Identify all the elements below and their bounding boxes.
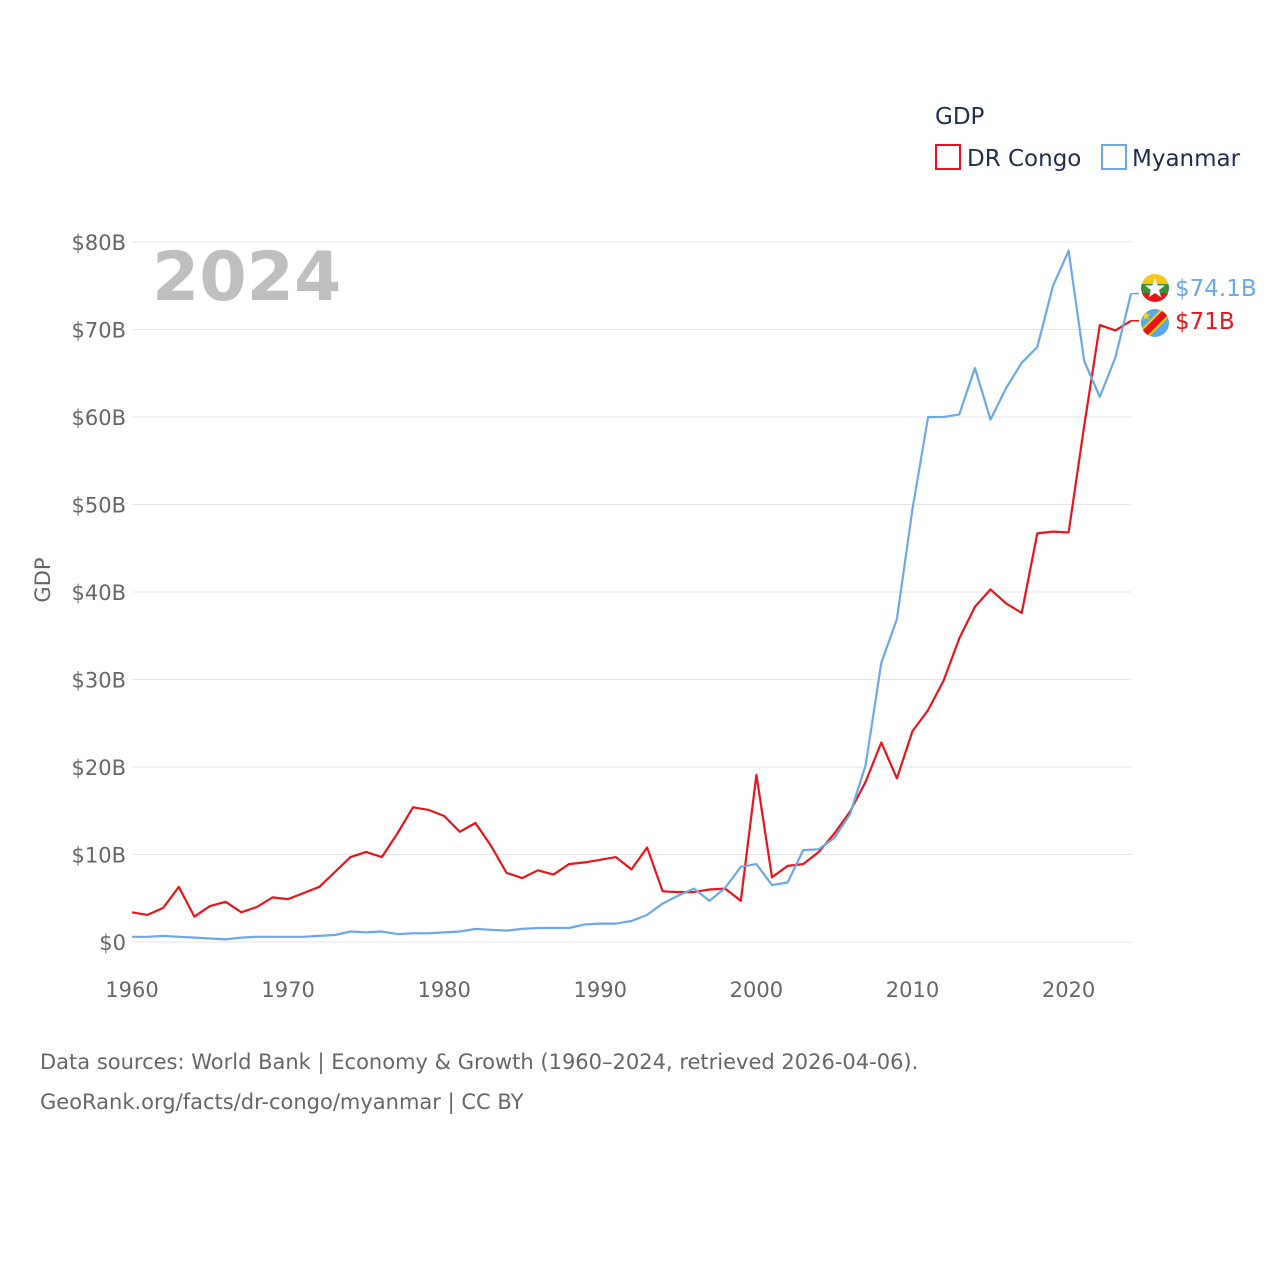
- footer-sources: Data sources: World Bank | Economy & Gro…: [40, 1050, 919, 1074]
- x-tick-label: 2020: [1042, 978, 1095, 1002]
- x-tick-label: 2010: [886, 978, 939, 1002]
- legend-swatch-myanmar: [1101, 144, 1127, 170]
- x-tick-label: 2000: [730, 978, 783, 1002]
- myanmar-flag-icon: [1141, 274, 1169, 302]
- x-tick-label: 1970: [261, 978, 314, 1002]
- gridlines: [132, 241, 1131, 943]
- series-line-myanmar[interactable]: [132, 249, 1133, 941]
- footer-attribution[interactable]: GeoRank.org/facts/dr-congo/myanmar | CC …: [40, 1090, 524, 1114]
- myanmar-end-value: $74.1B: [1175, 276, 1257, 302]
- y-tick-label: $20B: [72, 756, 127, 780]
- dr-congo-end-value: $71B: [1175, 309, 1235, 335]
- y-tick-label: $0: [99, 931, 126, 955]
- y-tick-label: $10B: [72, 844, 127, 868]
- legend-label-dr-congo[interactable]: DR Congo: [967, 146, 1081, 172]
- y-tick-label: $50B: [72, 494, 127, 518]
- y-tick-label: $70B: [72, 319, 127, 343]
- series-line-dr-congo[interactable]: [131, 319, 1132, 918]
- legend-swatch-dr-congo: [935, 144, 961, 170]
- y-tick-label: $60B: [72, 406, 127, 430]
- y-axis-title: GDP: [31, 557, 55, 602]
- legend-title: GDP: [935, 104, 985, 130]
- x-axis-ticks: 1960 1970 1980 1990 2000 2010 2020: [105, 978, 1095, 1002]
- x-tick-label: 1990: [574, 978, 627, 1002]
- legend-label-myanmar[interactable]: Myanmar: [1132, 146, 1241, 172]
- y-tick-label: $40B: [72, 581, 127, 605]
- y-tick-label: $80B: [72, 231, 127, 255]
- dr-congo-flag-icon: [1141, 309, 1169, 337]
- x-tick-label: 1960: [105, 978, 158, 1002]
- series-lines: [131, 249, 1139, 941]
- y-axis-ticks: $0 $10B $20B $30B $40B $50B $60B $70B $80B: [72, 231, 127, 955]
- year-label: 2024: [152, 238, 341, 317]
- y-tick-label: $30B: [72, 669, 127, 693]
- x-tick-label: 1980: [417, 978, 470, 1002]
- data-source-footer: Data sources: World Bank | Economy & Gro…: [40, 1042, 918, 1122]
